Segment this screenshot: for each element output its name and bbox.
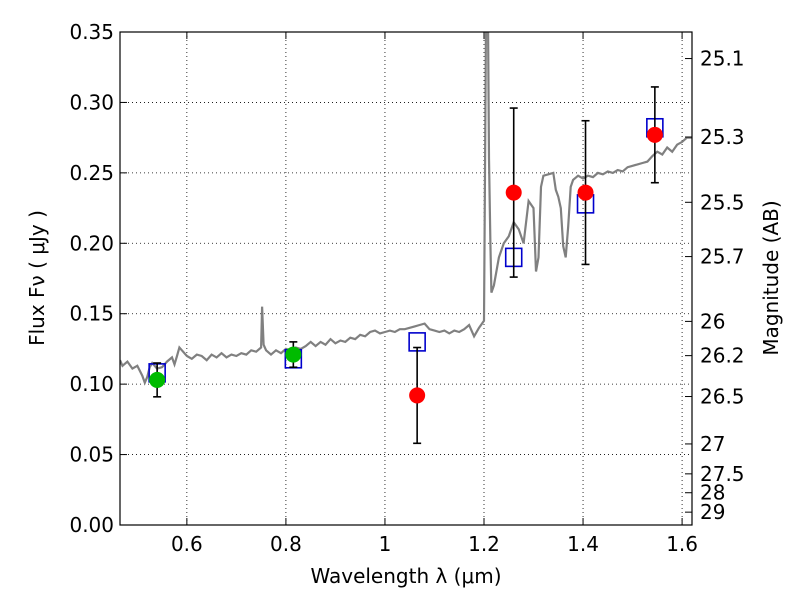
mag-tick-label: 29 bbox=[700, 500, 725, 524]
y-tick-label: 0.20 bbox=[69, 231, 114, 255]
red-data-point bbox=[505, 184, 522, 201]
x-axis-label: Wavelength λ (μm) bbox=[310, 564, 501, 588]
x-tick-label: 1.6 bbox=[666, 532, 698, 556]
axis-ticks: 0.6 0.8 1 1.2 1.4 1.6 0.00 0.05 0.10 0.15 0.20 0.25… bbox=[69, 20, 744, 556]
mag-tick-label: 25.7 bbox=[700, 245, 745, 269]
y-axis-label: Flux Fν ( μJy ) bbox=[25, 210, 49, 346]
red-data-point bbox=[409, 387, 426, 404]
spectrum-line bbox=[120, 32, 692, 386]
mag-tick-label: 25.3 bbox=[700, 125, 745, 149]
x-tick-label: 1.2 bbox=[468, 532, 500, 556]
mag-tick-label: 26 bbox=[700, 309, 725, 333]
y2-axis-label: Magnitude (AB) bbox=[759, 200, 783, 355]
mag-tick-label: 27 bbox=[700, 432, 725, 456]
mag-tick-label: 26.2 bbox=[700, 344, 745, 368]
plot-frame bbox=[119, 31, 693, 526]
green-data-point bbox=[149, 371, 166, 388]
red-data-point bbox=[646, 126, 663, 143]
y-tick-label: 0.00 bbox=[69, 513, 114, 537]
x-tick-label: 0.8 bbox=[270, 532, 302, 556]
green-data-point bbox=[285, 346, 302, 363]
y-tick-label: 0.05 bbox=[69, 443, 114, 467]
mag-tick-label: 26.5 bbox=[700, 385, 745, 409]
x-tick-label: 0.6 bbox=[171, 532, 203, 556]
y-tick-label: 0.35 bbox=[69, 20, 114, 44]
photometry-points bbox=[148, 86, 664, 445]
model-spectrum bbox=[120, 32, 692, 386]
y-tick-label: 0.15 bbox=[69, 302, 114, 326]
mag-tick-label: 25.5 bbox=[700, 190, 745, 214]
y-tick-label: 0.30 bbox=[69, 90, 114, 114]
y-tick-label: 0.25 bbox=[69, 161, 114, 185]
y-tick-label: 0.10 bbox=[69, 372, 114, 396]
mag-tick-label: 25.1 bbox=[700, 47, 745, 71]
red-data-point bbox=[577, 184, 594, 201]
mag-tick-label: 27.5 bbox=[700, 462, 745, 486]
x-tick-label: 1.4 bbox=[567, 532, 599, 556]
x-tick-label: 1 bbox=[379, 532, 392, 556]
mag-tick-label: 28 bbox=[700, 481, 725, 505]
